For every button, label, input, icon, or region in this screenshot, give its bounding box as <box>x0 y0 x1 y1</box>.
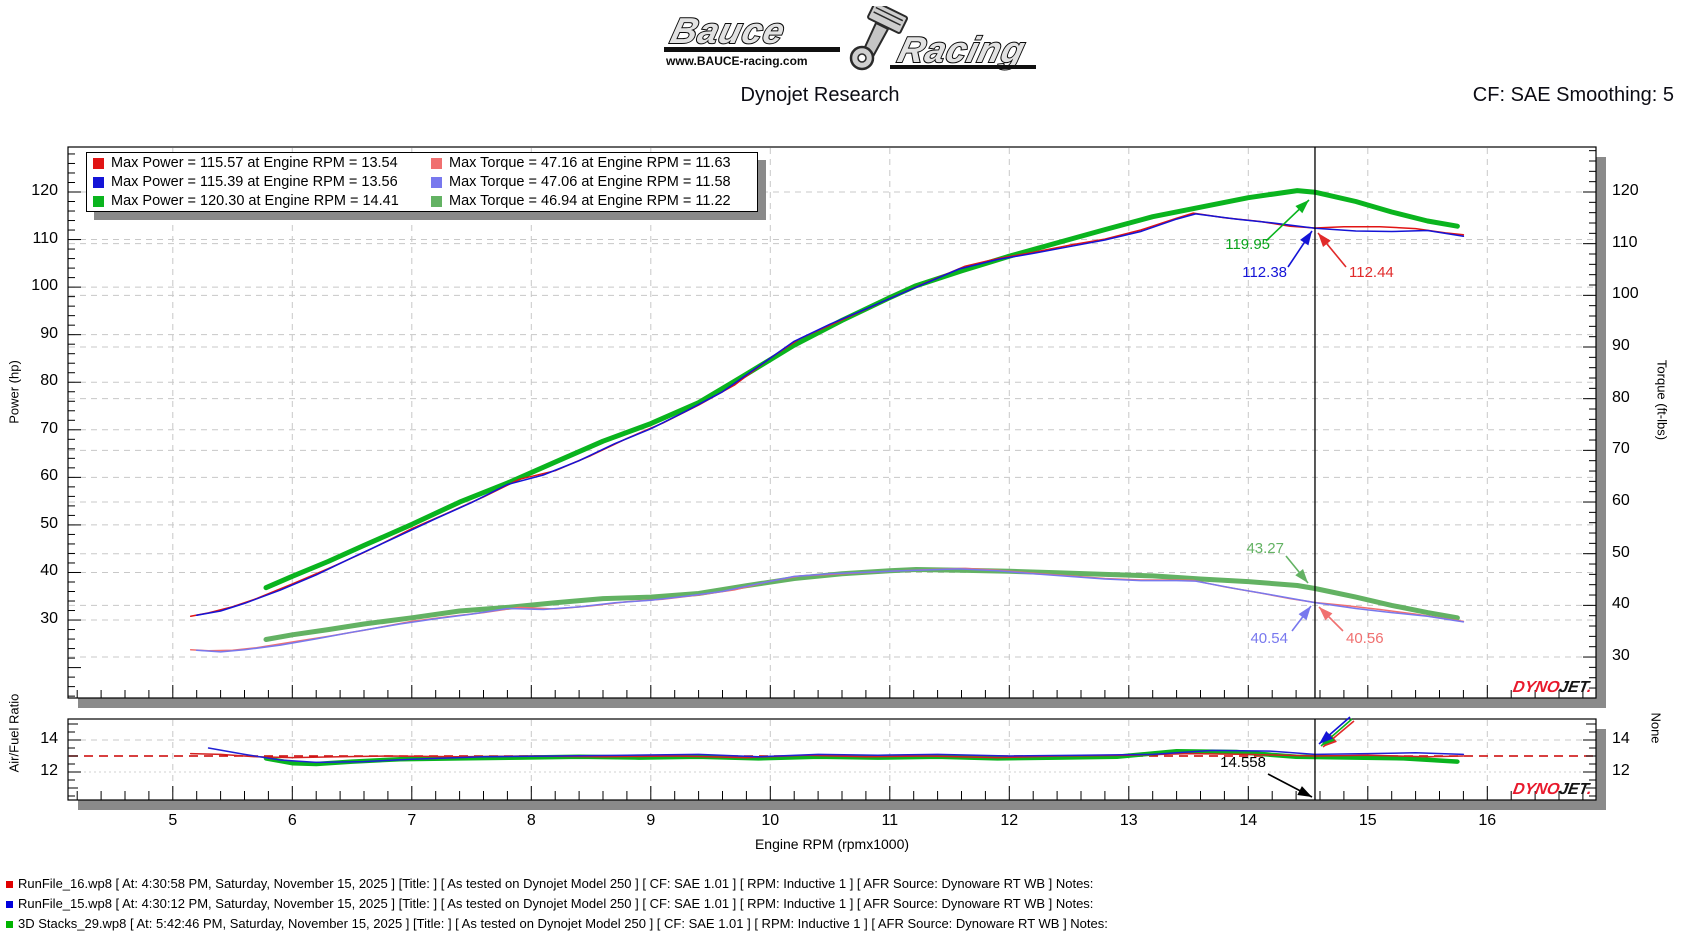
run-info-text: RunFile_15.wp8 [ At: 4:30:12 PM, Saturda… <box>18 896 1094 911</box>
cursor-power-green: 119.95 <box>1225 236 1270 253</box>
svg-text:Racing: Racing <box>894 30 1030 70</box>
power-axis-title: Power (hp) <box>6 360 22 424</box>
run-color-marker <box>6 881 13 889</box>
afr-axis-title: Air/Fuel Ratio <box>6 693 22 773</box>
dynojet-watermark-afr: DYNOJET. <box>1511 781 1594 798</box>
legend-max-power-3: Max Power = 120.30 at Engine RPM = 14.41 <box>111 193 399 209</box>
legend-swatch-torque-blue <box>431 176 442 188</box>
dynojet-watermark-main: DYNOJET. <box>1511 679 1594 696</box>
legend-swatch-power-red <box>93 157 104 169</box>
cursor-torque-blue: 40.54 <box>1250 630 1288 647</box>
run-info-text: RunFile_16.wp8 [ At: 4:30:58 PM, Saturda… <box>18 876 1094 891</box>
legend-swatch-power-blue <box>93 176 104 188</box>
legend-swatch-torque-green <box>431 195 442 207</box>
legend-row: Max Power = 115.57 at Engine RPM = 13.54… <box>87 154 757 173</box>
brand-underline-2 <box>890 65 1036 69</box>
cursor-torque-green: 43.27 <box>1246 540 1284 557</box>
legend-swatch-power-green <box>93 195 104 207</box>
cursor-torque-red: 40.56 <box>1346 630 1384 647</box>
cursor-power-blue: 112.38 <box>1242 264 1287 281</box>
cursor-power-red: 112.44 <box>1349 264 1394 281</box>
smoothing-label: CF: SAE Smoothing: 5 <box>1472 84 1674 106</box>
rpm-axis-title: Engine RPM (rpmx1000) <box>754 836 910 852</box>
brand-website: www.BAUCE-racing.com <box>665 54 808 68</box>
afr-right-axis-title: None <box>1648 712 1664 744</box>
legend-row: Max Power = 120.30 at Engine RPM = 14.41… <box>87 192 757 211</box>
legend-max-power-1: Max Power = 115.57 at Engine RPM = 13.54 <box>111 155 398 171</box>
legend-max-torque-1: Max Torque = 47.16 at Engine RPM = 11.63 <box>449 155 731 171</box>
brand-top-text: Bauce <box>666 10 791 52</box>
run-info-line: RunFile_15.wp8 [ At: 4:30:12 PM, Saturda… <box>6 896 1093 911</box>
bauce-racing-logo: Bauce www.BAUCE-racing.com Racing <box>664 6 1036 71</box>
brand-bottom-text: Racing <box>893 29 1031 71</box>
run-info-text: 3D Stacks_29.wp8 [ At: 5:42:46 PM, Satur… <box>18 916 1108 931</box>
torque-axis-title: Torque (ft-lbs) <box>1654 359 1670 441</box>
legend-swatch-torque-red <box>431 157 442 169</box>
legend-row: Max Power = 115.39 at Engine RPM = 13.56… <box>87 173 757 192</box>
report-title: Dynojet Research <box>740 84 900 106</box>
run-info-line: 3D Stacks_29.wp8 [ At: 5:42:46 PM, Satur… <box>6 916 1108 931</box>
piston-icon <box>849 6 908 71</box>
legend-max-torque-2: Max Torque = 47.06 at Engine RPM = 11.58 <box>449 174 731 190</box>
legend-box: Max Power = 115.57 at Engine RPM = 13.54… <box>86 152 758 212</box>
legend-max-power-2: Max Power = 115.39 at Engine RPM = 13.56 <box>111 174 398 190</box>
run-info-line: RunFile_16.wp8 [ At: 4:30:58 PM, Saturda… <box>6 876 1093 891</box>
brand-underline <box>664 47 840 52</box>
run-color-marker <box>6 921 13 929</box>
cursor-rpm-value: 14.558 <box>1220 754 1266 771</box>
svg-text:Bauce: Bauce <box>667 11 790 51</box>
run-color-marker <box>6 901 13 909</box>
legend-max-torque-3: Max Torque = 46.94 at Engine RPM = 11.22 <box>449 193 731 209</box>
